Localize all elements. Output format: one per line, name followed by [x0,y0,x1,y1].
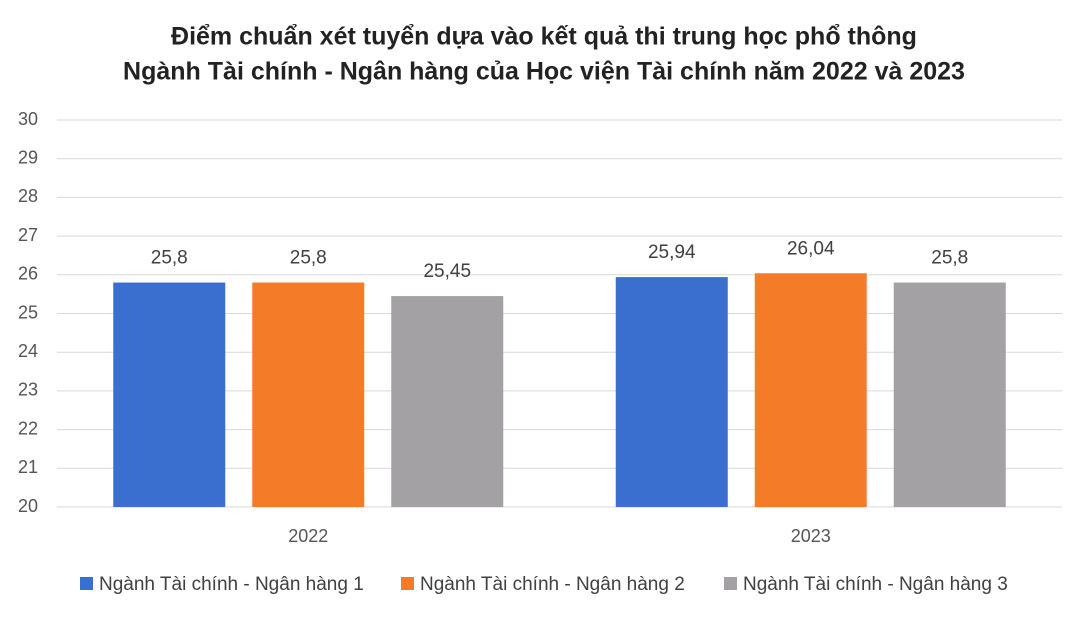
y-tick-label: 20 [18,496,38,516]
y-tick-label: 27 [18,225,38,245]
value-label: 25,8 [151,248,188,269]
y-tick-label: 29 [18,147,38,167]
bar [113,282,226,507]
legend-swatch [724,577,737,590]
value-label: 26,04 [787,238,835,259]
legend-swatch [80,577,93,590]
y-tick-label: 21 [18,457,38,477]
y-tick-label: 25 [18,302,38,322]
x-tick-label: 2023 [791,526,831,546]
legend-label: Ngành Tài chính - Ngân hàng 2 [420,574,685,595]
bar [391,296,504,507]
y-tick-label: 28 [18,186,38,206]
legend-label: Ngành Tài chính - Ngân hàng 3 [743,574,1008,595]
bar [754,273,867,507]
y-tick-label: 22 [18,418,38,438]
chart-title: Ngành Tài chính - Ngân hàng của Học viện… [123,58,965,86]
value-label: 25,45 [423,261,471,282]
value-label: 25,8 [931,248,968,269]
y-tick-label: 23 [18,380,38,400]
bar [252,282,365,507]
value-label: 25,94 [648,242,696,263]
y-tick-label: 24 [18,341,38,361]
y-tick-label: 26 [18,264,38,284]
bar [893,282,1006,507]
bar [615,277,728,507]
x-tick-label: 2022 [288,526,328,546]
value-label: 25,8 [290,248,327,269]
chart-title: Điểm chuẩn xét tuyển dựa vào kết quả thi… [171,23,917,51]
legend-swatch [401,577,414,590]
y-tick-label: 30 [18,109,38,129]
legend-label: Ngành Tài chính - Ngân hàng 1 [99,574,364,595]
